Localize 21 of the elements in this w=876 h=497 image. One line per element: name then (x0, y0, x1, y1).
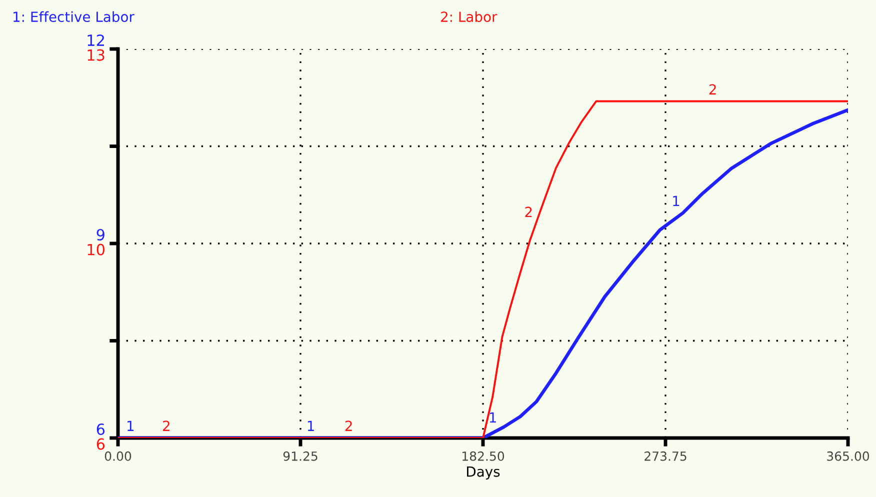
annotation: 1 (673, 196, 680, 206)
x-tick-label: 182.50 (462, 451, 504, 461)
annotation: 2 (163, 420, 170, 431)
x-tick-label: 91.25 (283, 451, 318, 461)
annotation: 1 (308, 420, 314, 431)
x-tick-label: 365.00 (827, 451, 870, 461)
y-tick-label: 6 (96, 423, 105, 436)
text: 1: Effective Labor (14, 11, 134, 22)
annotation: 1 (128, 420, 134, 431)
y-tick-label: 12 (88, 34, 104, 46)
x-tick-label: 0.00 (104, 451, 132, 461)
y-tick-label: 9 (96, 228, 104, 241)
y2-tick-label: 13 (88, 49, 104, 61)
annotation: 2 (525, 206, 532, 217)
annotation: 1 (490, 412, 496, 423)
annotation: 2 (345, 420, 352, 431)
x-axis-title: Days (467, 466, 500, 480)
x-tick-label: 273.75 (644, 451, 686, 461)
text: 2: Labor (441, 11, 498, 22)
y2-tick-label: 10 (88, 244, 104, 256)
annotation: 2 (709, 84, 716, 94)
